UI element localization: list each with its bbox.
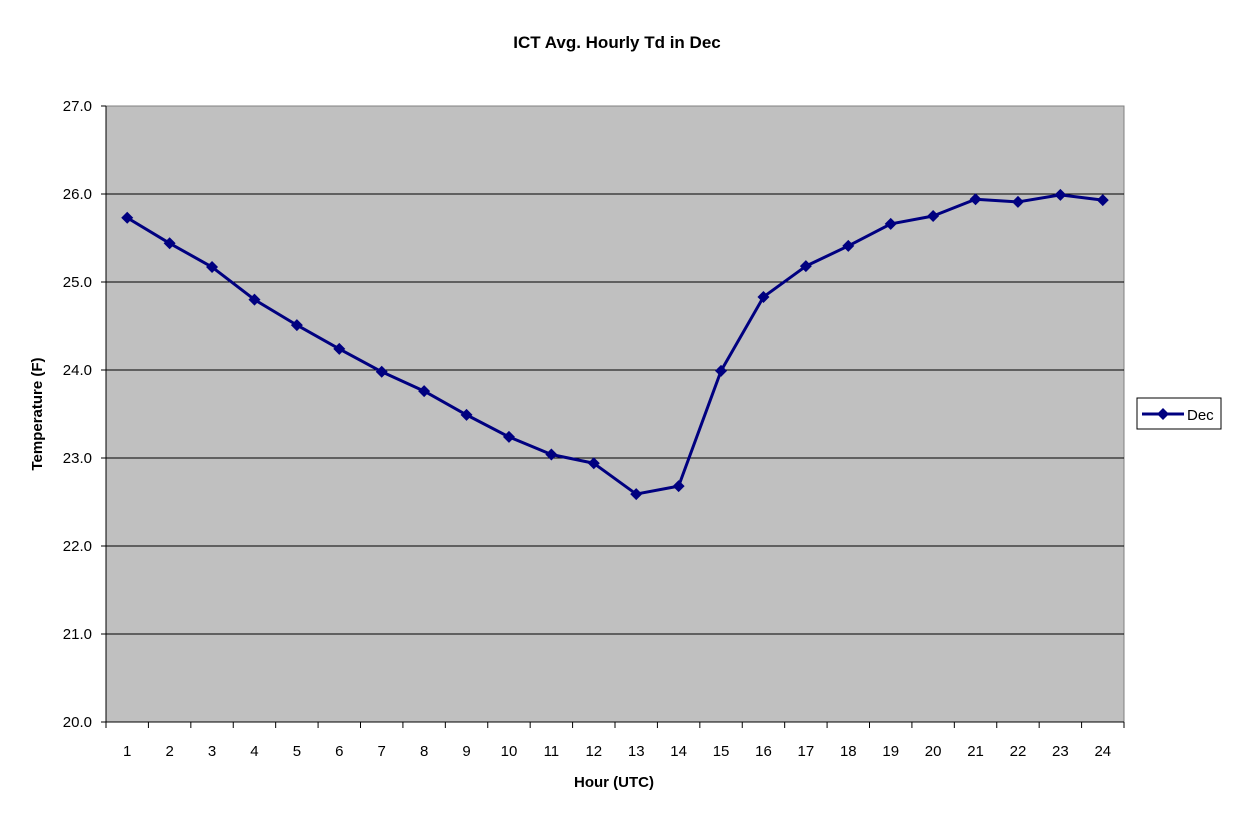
data-point: [333, 342, 346, 355]
x-tick-label: 14: [670, 743, 687, 760]
x-tick-label: 15: [713, 743, 730, 760]
gridlines: [106, 193, 1124, 635]
data-point: [545, 448, 558, 461]
data-point: [290, 319, 303, 332]
data-point: [842, 239, 855, 252]
data-point: [1054, 188, 1067, 201]
data-point: [672, 480, 685, 493]
data-point: [163, 237, 176, 250]
x-tick-label: 24: [1094, 743, 1111, 760]
y-tick-label: 27.0: [63, 98, 92, 115]
x-tick-label: 12: [585, 743, 602, 760]
data-point: [927, 210, 940, 222]
data-point: [1011, 195, 1024, 208]
x-tick-label: 16: [755, 743, 772, 760]
y-axis-label: Temperature (F): [29, 357, 46, 470]
x-tick-label: 23: [1052, 743, 1069, 760]
x-tick-label: 6: [335, 743, 343, 760]
legend-marker-dec: [1157, 408, 1169, 420]
x-tick-label: 10: [501, 743, 518, 760]
x-tick-label: 18: [840, 743, 857, 760]
x-tick-label: 13: [628, 743, 645, 760]
data-point: [715, 364, 728, 377]
x-tick-label: 2: [165, 743, 173, 760]
x-tick-label: 11: [544, 743, 560, 760]
x-tick-label: 21: [967, 743, 984, 760]
legend: Dec: [1136, 397, 1222, 430]
y-tick-label: 21.0: [63, 626, 92, 643]
data-point: [502, 430, 515, 443]
y-tick-label: 20.0: [63, 714, 92, 731]
x-tick-label: 7: [378, 743, 386, 760]
data-point: [121, 211, 134, 224]
y-tick-label: 23.0: [63, 450, 92, 467]
x-tick-label: 9: [462, 743, 470, 760]
series-line-dec: [126, 193, 1103, 496]
x-tick-label: 3: [208, 743, 216, 760]
data-point: [757, 290, 770, 303]
y-tick-label: 25.0: [63, 274, 92, 291]
data-point: [630, 488, 643, 501]
x-tick-label: 1: [123, 743, 131, 760]
x-tick-label: 22: [1010, 743, 1027, 760]
data-point: [375, 365, 388, 378]
data-point: [206, 261, 219, 274]
data-point: [799, 260, 812, 273]
chart-title: ICT Avg. Hourly Td in Dec: [513, 33, 720, 52]
x-tick-label: 19: [882, 743, 899, 760]
data-point: [969, 193, 982, 206]
legend-label-dec: Dec: [1187, 407, 1214, 424]
data-point: [587, 457, 600, 470]
y-tick-label: 26.0: [63, 186, 92, 203]
x-tick-label: 20: [925, 743, 942, 760]
y-tick-label: 24.0: [63, 362, 92, 379]
data-point: [418, 385, 431, 398]
x-axis-label: Hour (UTC): [574, 774, 654, 791]
x-tick-label: 4: [250, 743, 258, 760]
x-tick-label: 8: [420, 743, 428, 760]
y-tick-label: 22.0: [63, 538, 92, 555]
data-point: [460, 408, 473, 421]
series-layer: [121, 188, 1109, 501]
axes: [101, 105, 1125, 728]
data-point: [1096, 194, 1109, 207]
x-tick-labels: 1 2 3 4 5 6 7 8 9 10 11 12 13 14 15 16 17 18 19 20 21 22 23 24: [123, 743, 1111, 760]
x-tick-label: 17: [798, 743, 815, 760]
data-point: [884, 217, 897, 230]
data-point: [248, 293, 261, 306]
y-tick-labels: 20.0 21.0 22.0 23.0 24.0 25.0 26.0 27.0: [63, 98, 92, 731]
x-tick-label: 5: [293, 743, 301, 760]
